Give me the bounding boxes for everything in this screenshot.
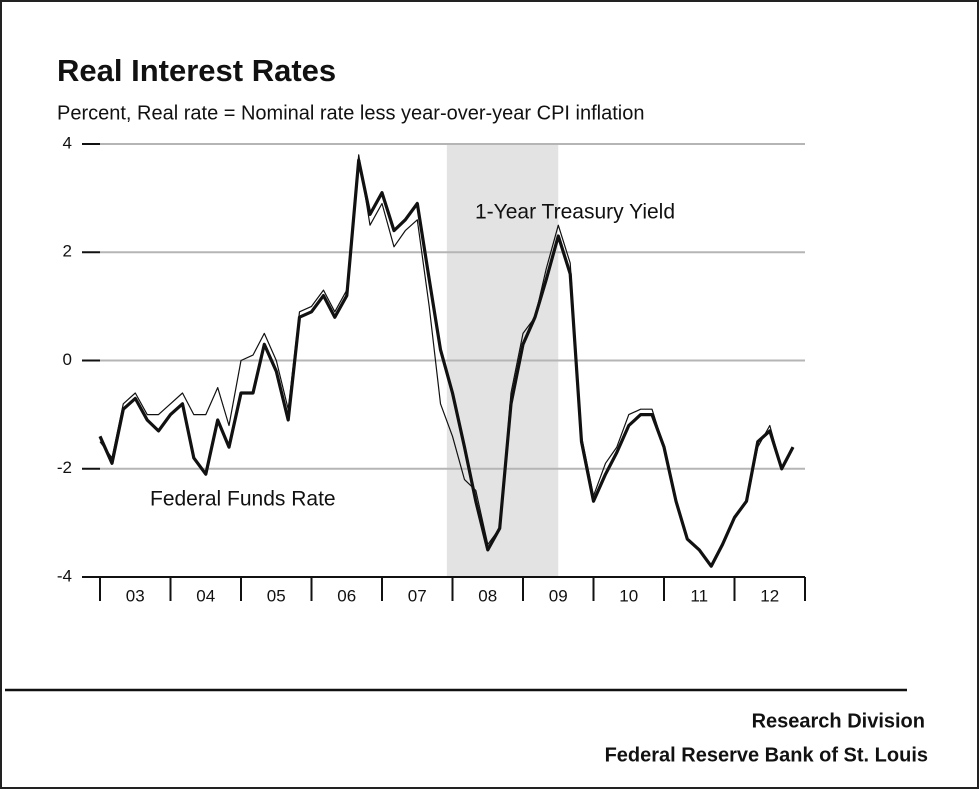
series-annotation: Federal Funds Rate	[150, 488, 336, 511]
x-tick-label: 04	[196, 586, 215, 605]
source-line: Research Division	[752, 710, 925, 732]
x-tick-label: 07	[408, 586, 427, 605]
chart-subtitle: Percent, Real rate = Nominal rate less y…	[57, 102, 644, 124]
y-tick-label: 2	[63, 242, 72, 261]
y-tick-label: -4	[57, 566, 72, 585]
x-tick-label: 05	[267, 586, 286, 605]
source-line: Federal Reserve Bank of St. Louis	[605, 744, 928, 766]
y-tick-label: 4	[63, 133, 72, 152]
y-tick-label: -2	[57, 458, 72, 477]
series-annotation: 1-Year Treasury Yield	[475, 201, 675, 224]
chart-title: Real Interest Rates	[57, 53, 336, 88]
y-tick-label: 0	[63, 350, 72, 369]
x-tick-label: 12	[760, 586, 779, 605]
x-tick-label: 11	[690, 586, 708, 605]
x-tick-label: 08	[478, 586, 497, 605]
series-line	[98, 158, 795, 568]
x-tick-label: 03	[126, 586, 145, 605]
x-tick-label: 09	[549, 586, 568, 605]
x-tick-label: 06	[337, 586, 356, 605]
x-tick-label: 10	[619, 586, 638, 605]
